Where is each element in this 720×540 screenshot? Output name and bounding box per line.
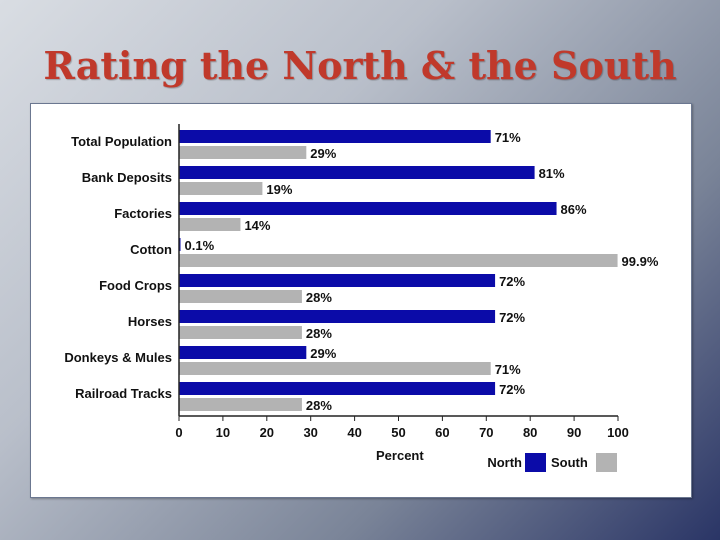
x-tick-label: 80: [523, 425, 537, 440]
data-label: 0.1%: [185, 238, 215, 253]
data-label: 28%: [306, 398, 332, 413]
slide-title: Rating the North & the South: [43, 43, 677, 88]
south-bar: [179, 326, 302, 339]
data-label: 81%: [539, 166, 565, 181]
chart-panel: Total Population 71% 29% Bank Deposits 81% 19…: [30, 103, 692, 498]
x-tick-label: 10: [216, 425, 230, 440]
x-axis-title: Percent: [376, 448, 424, 463]
legend-label-south: South: [551, 455, 588, 470]
x-tick-label: 0: [175, 425, 182, 440]
legend-label-north: North: [487, 455, 522, 470]
data-label: 72%: [499, 274, 525, 289]
category-label: Food Crops: [99, 278, 172, 293]
legend-swatch-north: [525, 453, 546, 472]
x-tick-label: 90: [567, 425, 581, 440]
data-label: 28%: [306, 326, 332, 341]
x-tick-label: 100: [607, 425, 629, 440]
category-label: Cotton: [130, 242, 172, 257]
x-tick-label: 30: [303, 425, 317, 440]
legend-swatch-south: [596, 453, 617, 472]
category-label: Factories: [114, 206, 172, 221]
south-bar: [179, 182, 263, 195]
x-tick-label: 20: [260, 425, 274, 440]
south-bar: [179, 290, 302, 303]
south-bar: [179, 146, 307, 159]
x-tick-label: 60: [435, 425, 449, 440]
x-tick-label: 40: [347, 425, 361, 440]
south-bar: [179, 218, 241, 231]
category-label: Total Population: [71, 134, 172, 149]
data-label: 86%: [561, 202, 587, 217]
south-bar: [179, 362, 491, 375]
x-tick-label: 50: [391, 425, 405, 440]
x-tick-label: 70: [479, 425, 493, 440]
data-label: 29%: [310, 146, 336, 161]
north-bar: [179, 346, 307, 359]
data-label: 29%: [310, 346, 336, 361]
category-label: Horses: [128, 314, 172, 329]
bar-chart: Total Population 71% 29% Bank Deposits 81% 19…: [64, 124, 659, 472]
data-label: 99.9%: [622, 254, 659, 269]
category-label: Bank Deposits: [82, 170, 172, 185]
north-bar: [179, 274, 496, 287]
data-label: 71%: [495, 130, 521, 145]
category-label: Railroad Tracks: [75, 386, 172, 401]
data-label: 72%: [499, 310, 525, 325]
south-bar: [179, 254, 618, 267]
north-bar: [179, 310, 496, 323]
north-bar: [179, 202, 557, 215]
data-label: 19%: [266, 182, 292, 197]
category-label: Donkeys & Mules: [64, 350, 172, 365]
data-label: 28%: [306, 290, 332, 305]
data-label: 72%: [499, 382, 525, 397]
data-label: 71%: [495, 362, 521, 377]
north-bar: [179, 166, 535, 179]
south-bar: [179, 398, 302, 411]
north-bar: [179, 382, 496, 395]
north-bar: [179, 130, 491, 143]
data-label: 14%: [244, 218, 270, 233]
